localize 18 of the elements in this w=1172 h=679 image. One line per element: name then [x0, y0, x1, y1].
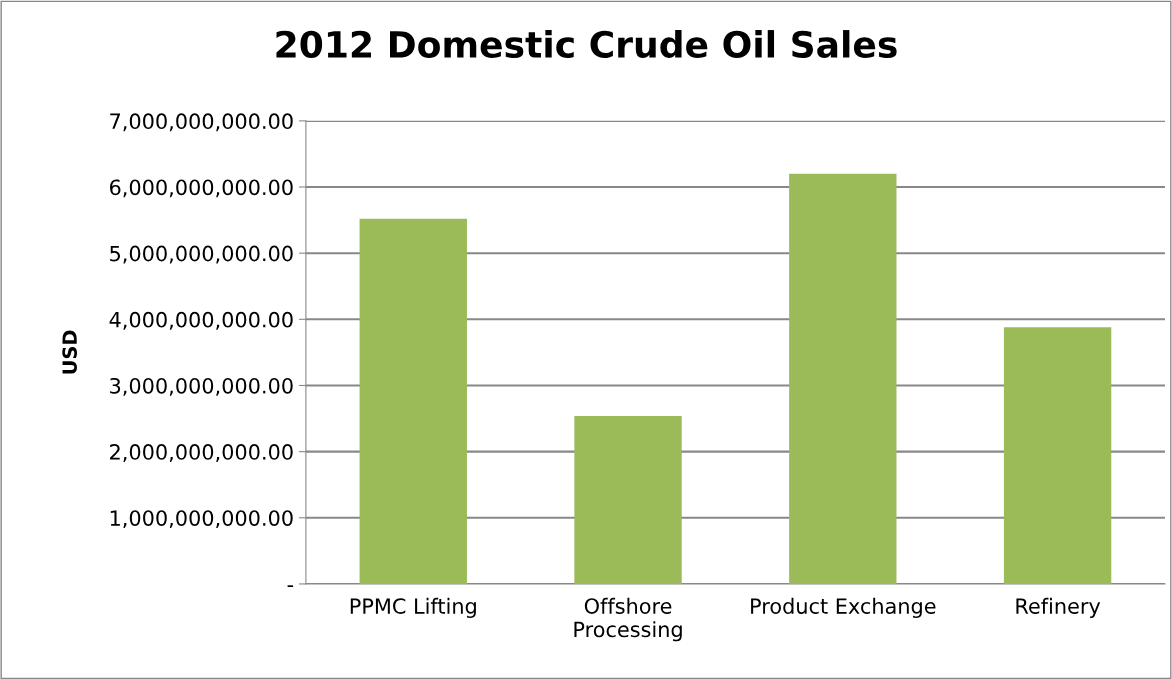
x-tick-label: Offshore Processing [574, 597, 682, 642]
chart-title: 2012 Domestic Crude Oil Sales [276, 30, 897, 59]
bar [574, 415, 682, 584]
y-tick-label: 6,000,000,000.00 [109, 179, 293, 198]
bar [1003, 327, 1112, 584]
bar [359, 218, 467, 584]
y-tick-label: 4,000,000,000.00 [109, 311, 293, 330]
y-tick-label: 2,000,000,000.00 [110, 444, 293, 462]
y-tick-label: 1,000,000,000.00 [110, 510, 293, 529]
y-axis-title: USD [62, 330, 77, 374]
y-tick-label: 5,000,000,000.00 [110, 245, 293, 264]
y-tick-label: 3,000,000,000.00 [110, 377, 293, 396]
bar [789, 173, 897, 584]
x-tick-label: Refinery [1016, 597, 1101, 618]
x-tick-label: PPMC Lifting [350, 597, 476, 618]
y-tick-label: - [287, 585, 294, 587]
y-tick-label: 7,000,000,000.00 [110, 113, 293, 132]
x-tick-label: Product Exchange [751, 597, 936, 618]
